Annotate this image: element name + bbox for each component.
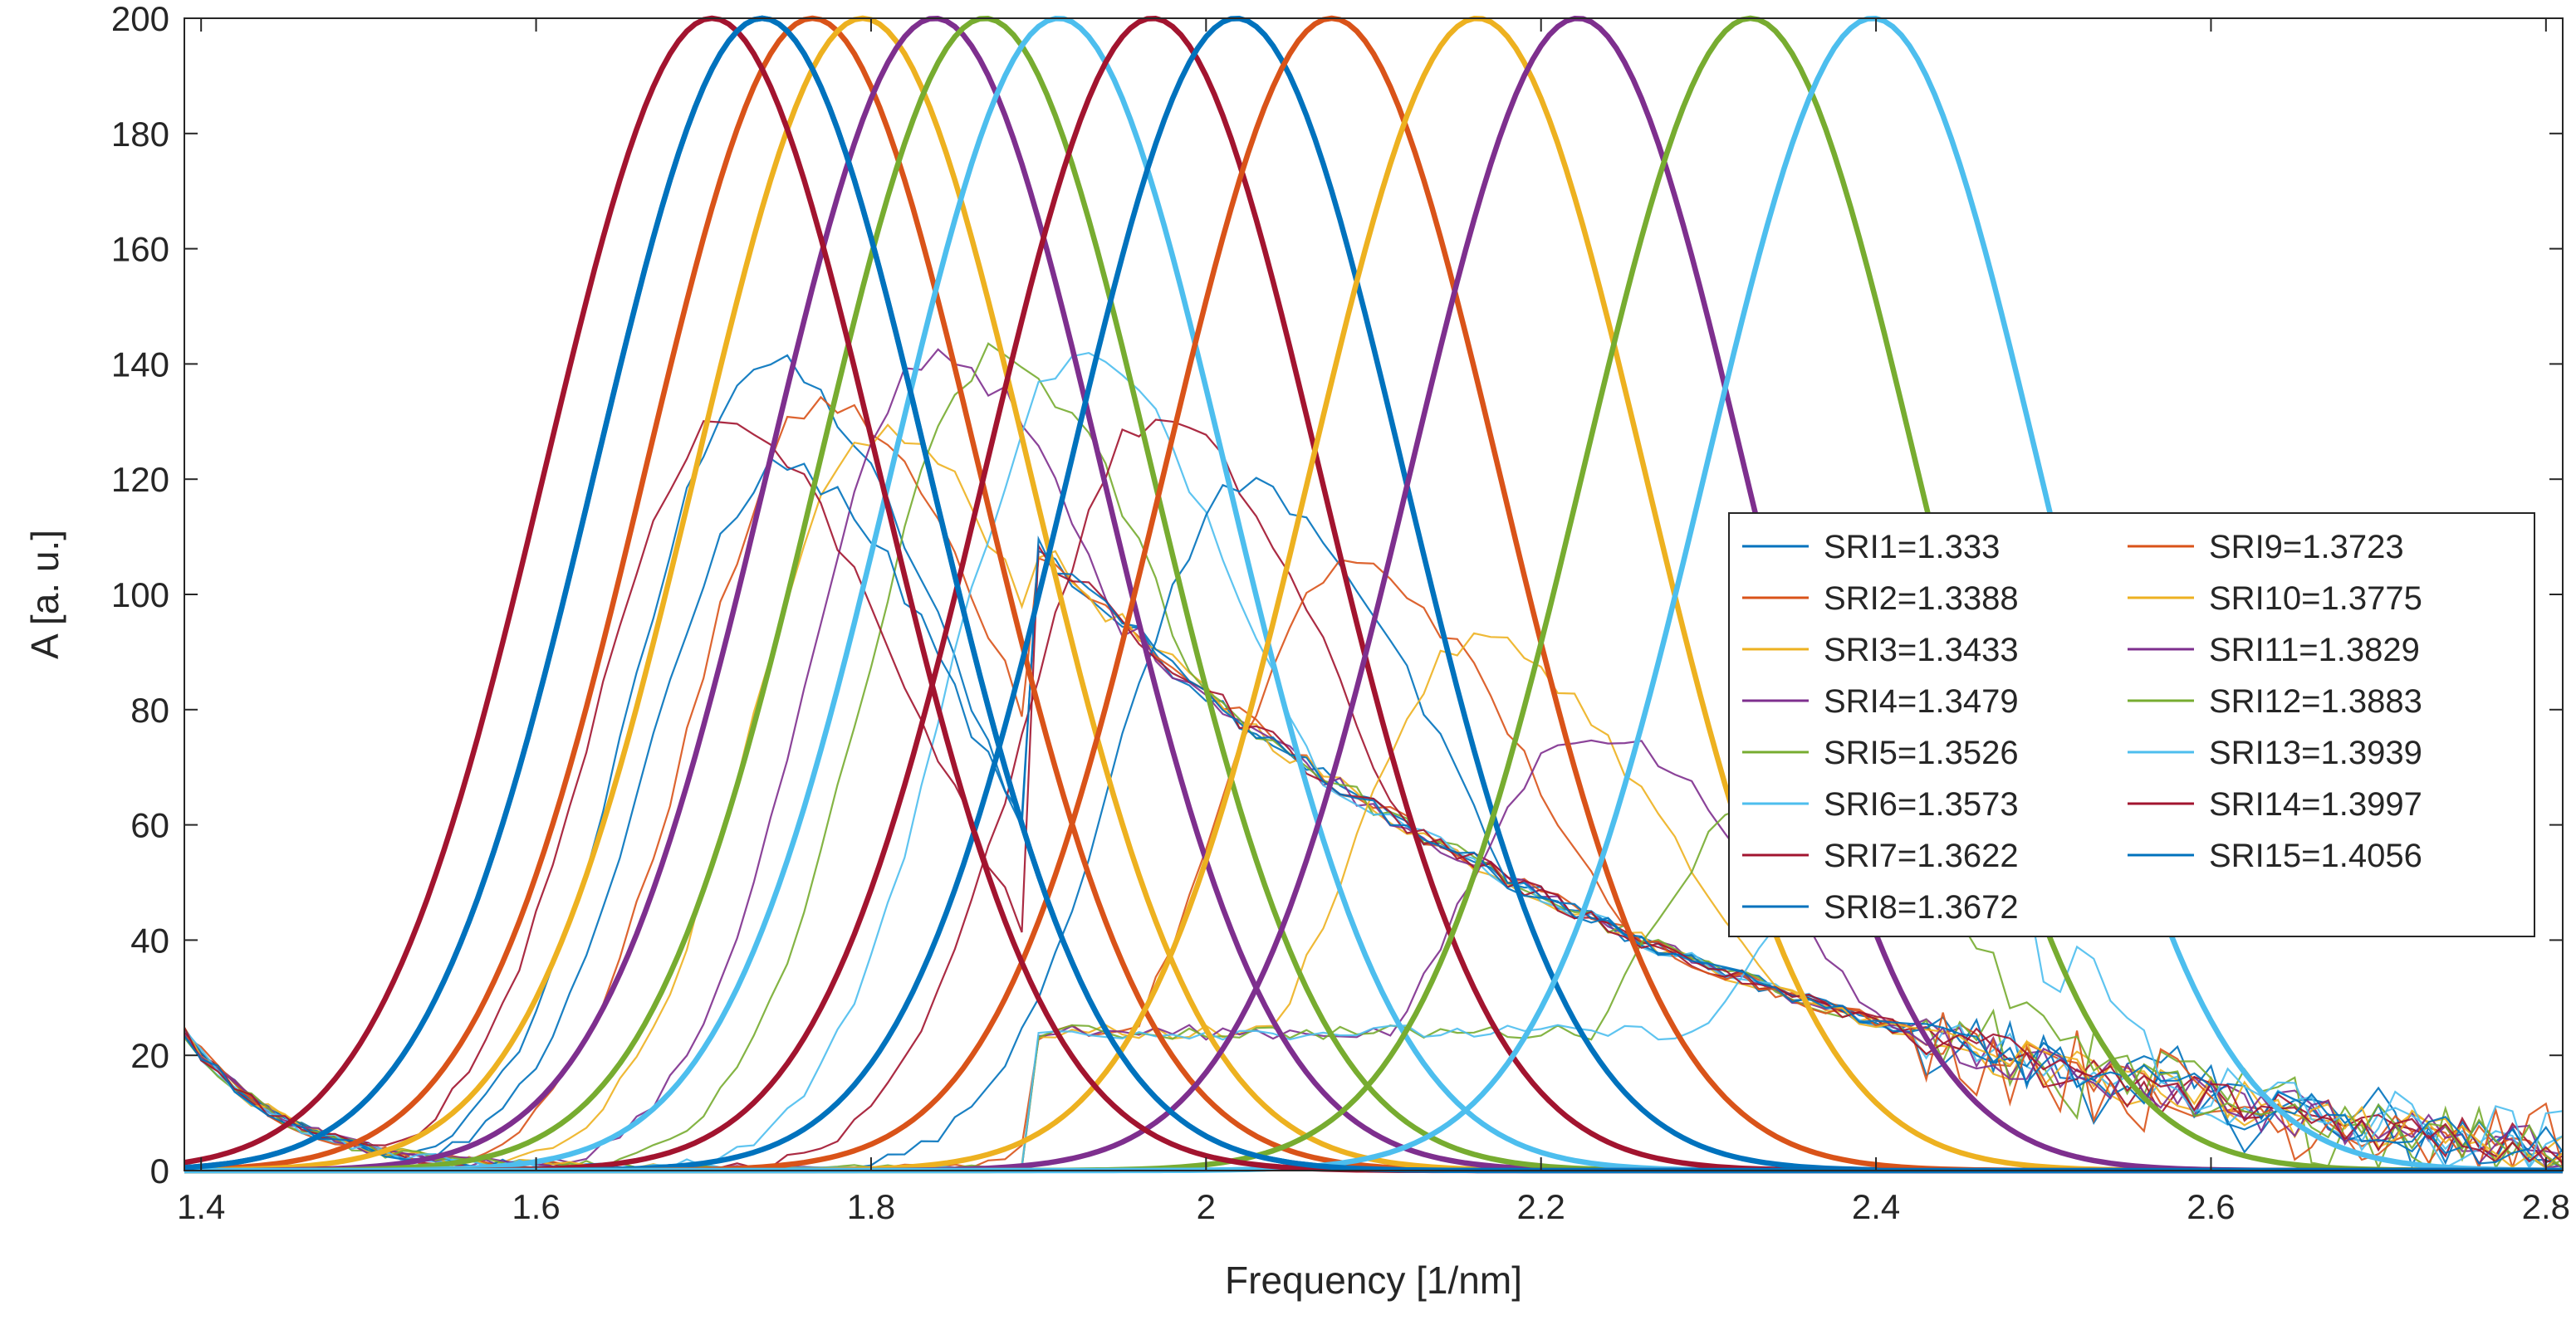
- legend-label-12: SRI12=1.3883: [2209, 683, 2422, 720]
- legend-label-10: SRI10=1.3775: [2209, 580, 2422, 617]
- y-tick-label: 200: [111, 0, 169, 38]
- measured-line-14: [184, 420, 2564, 1164]
- y-tick-label: 20: [130, 1036, 169, 1075]
- legend-label-9: SRI9=1.3723: [2209, 529, 2404, 565]
- y-tick-label: 0: [150, 1151, 169, 1190]
- legend-label-2: SRI2=1.3388: [1824, 580, 2019, 617]
- x-tick-label: 2: [1197, 1187, 1216, 1226]
- measured-line-4: [184, 348, 2564, 1169]
- y-tick-label: 60: [130, 806, 169, 845]
- x-tick-label: 1.6: [512, 1187, 560, 1226]
- legend-label-8: SRI8=1.3672: [1824, 889, 2019, 926]
- x-tick-label: 2.8: [2522, 1187, 2570, 1226]
- legend: SRI1=1.333 SRI2=1.3388 SRI3=1.3433 SRI4=1.3…: [1728, 512, 2535, 937]
- measured-line-15: [184, 457, 2564, 1165]
- measured-line-10: [184, 632, 2564, 1169]
- y-tick-label: 120: [111, 460, 169, 499]
- legend-label-5: SRI5=1.3526: [1824, 735, 2019, 771]
- y-tick-label: 40: [130, 921, 169, 960]
- y-tick-label: 160: [111, 230, 169, 269]
- legend-box: [1728, 512, 2535, 937]
- legend-label-1: SRI1=1.333: [1824, 529, 2000, 565]
- legend-label-13: SRI13=1.3939: [2209, 735, 2422, 771]
- x-tick-label: 1.8: [847, 1187, 895, 1226]
- legend-label-4: SRI4=1.3479: [1824, 683, 2019, 720]
- legend-label-3: SRI3=1.3433: [1824, 632, 2019, 668]
- y-tick-label: 80: [130, 691, 169, 730]
- x-tick-label: 2.6: [2187, 1187, 2235, 1226]
- legend-label-14: SRI14=1.3997: [2209, 786, 2422, 823]
- y-tick-label: 140: [111, 345, 169, 384]
- legend-label-15: SRI15=1.4056: [2209, 838, 2422, 874]
- x-tick-label: 2.4: [1852, 1187, 1900, 1226]
- x-tick-label: 2.2: [1516, 1187, 1565, 1226]
- legend-label-11: SRI11=1.3829: [2209, 632, 2420, 668]
- legend-label-7: SRI7=1.3622: [1824, 838, 2019, 874]
- x-axis-label: Frequency [1/nm]: [1225, 1259, 1522, 1302]
- y-tick-label: 180: [111, 115, 169, 154]
- y-axis-label: A [a. u.]: [23, 530, 66, 659]
- legend-label-6: SRI6=1.3573: [1824, 786, 2019, 823]
- x-tick-label: 1.4: [177, 1187, 225, 1226]
- y-tick-label: 100: [111, 575, 169, 614]
- axes-layer: 1.4 1.6 1.8 2 2.2 2.4 2.6 2.8 0 20 40 60 80 100 120 140…: [111, 0, 2570, 1226]
